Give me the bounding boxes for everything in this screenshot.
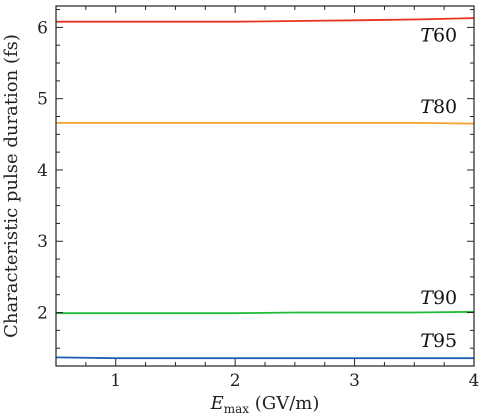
x-axis-label: Emax (GV/m) [210,393,320,416]
plot-frame [55,5,475,367]
x-axis-label-unit: (GV/m) [249,393,319,414]
y-tick-label: 5 [37,90,48,110]
x-axis-label-sub: max [224,402,250,416]
series-label-1: T80 [420,96,457,118]
ticks-layer [56,6,474,366]
x-axis-label-main: E [210,393,224,414]
series-line-1 [56,122,475,125]
x-tick-label: 4 [469,371,480,391]
y-tick-label: 3 [37,232,48,252]
series-line-3 [55,356,474,360]
y-tick-label: 4 [37,161,48,181]
y-tick-label: 2 [37,304,48,324]
series-label-2: T90 [420,287,457,309]
x-tick-label: 2 [230,371,241,391]
x-tick-label: 1 [110,371,121,391]
y-axis-label: Characteristic pulse duration (fs) [1,34,22,338]
series-label-0: T60 [420,25,457,47]
labels-layer: 1 2 3 4 2 3 4 5 6 T60 T80 T90 T95 [37,18,479,391]
series-layer [55,17,475,360]
x-tick-label: 3 [349,371,360,391]
series-line-0 [56,17,475,23]
series-label-3: T95 [420,330,457,352]
series-line-2 [56,310,475,315]
y-tick-label: 6 [37,18,48,38]
